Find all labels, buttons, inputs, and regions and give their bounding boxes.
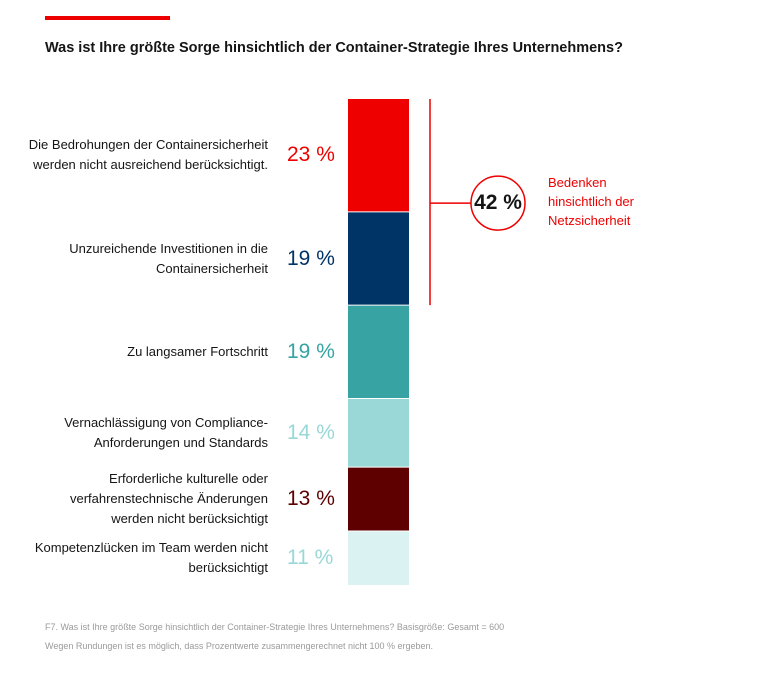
value-label: 11 % bbox=[287, 546, 334, 569]
category-label: Kompetenzlücken im Team werden nicht ber… bbox=[34, 540, 268, 575]
value-label: 19 % bbox=[287, 246, 335, 270]
footnote-rounding: Wegen Rundungen ist es möglich, dass Pro… bbox=[45, 641, 434, 651]
accent-bar bbox=[45, 16, 170, 20]
value-label: 14 % bbox=[287, 420, 335, 444]
category-label: Unzureichende Investitionen in die Conta… bbox=[69, 240, 268, 276]
bar-segment-3 bbox=[348, 305, 409, 399]
bar-segment-6 bbox=[348, 531, 409, 585]
bar-segment-1 bbox=[348, 99, 409, 212]
bar-segment-5 bbox=[348, 467, 409, 531]
bar-segment-4 bbox=[348, 398, 409, 468]
callout-circle bbox=[470, 175, 526, 231]
value-label: 19 % bbox=[287, 339, 335, 363]
callout-text: Bedenken hinsichtlich der Netzsicherheit bbox=[548, 175, 634, 228]
value-label: 23 % bbox=[287, 143, 335, 167]
category-label: Zu langsamer Fortschritt bbox=[127, 343, 268, 359]
value-label: 13 % bbox=[287, 487, 335, 511]
category-label: Erforderliche kulturelle oder verfahrens… bbox=[69, 471, 268, 527]
callout-value: 42 % bbox=[474, 191, 522, 214]
category-label: Die Bedrohungen der Containersicherheit … bbox=[28, 137, 268, 173]
footnote-source: F7. Was ist Ihre größte Sorge hinsichtli… bbox=[45, 622, 505, 632]
chart-title: Was ist Ihre größte Sorge hinsichtlich d… bbox=[45, 40, 623, 56]
bar-segment-2 bbox=[348, 211, 409, 306]
category-label: Vernachlässigung von Compliance-Anforder… bbox=[64, 414, 268, 450]
